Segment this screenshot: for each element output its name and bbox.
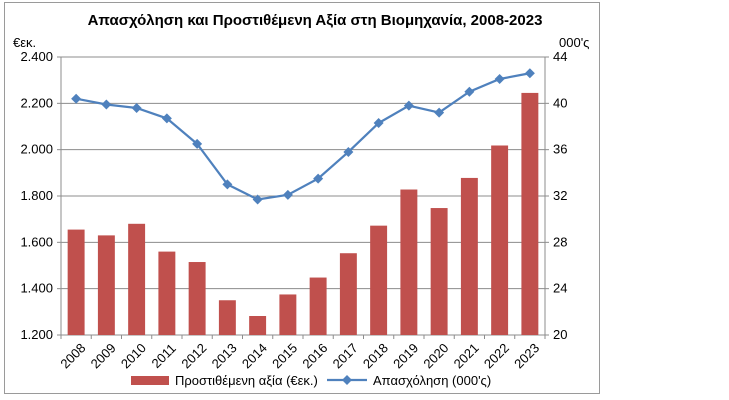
- x-axis-tick-label: 2008: [57, 340, 88, 371]
- bar: [128, 223, 146, 335]
- line-point: [524, 68, 535, 79]
- line-point: [192, 138, 203, 149]
- left-axis-tick-label: 2.200: [20, 95, 53, 110]
- x-axis-tick-label: 2017: [330, 340, 361, 371]
- bar-series: [67, 92, 539, 336]
- line-point: [494, 74, 505, 85]
- bar: [491, 145, 509, 335]
- chart-svg: Απασχόληση και Προστιθέμενη Αξία στη Βιο…: [13, 12, 589, 388]
- right-axis-unit: 000'ς: [559, 35, 589, 50]
- bar: [218, 300, 236, 335]
- right-axis-tick-label: 36: [553, 142, 567, 157]
- chart-frame: Απασχόληση και Προστιθέμενη Αξία στη Βιο…: [4, 2, 600, 394]
- left-axis-tick-label: 1.400: [20, 281, 53, 296]
- line-point: [161, 113, 172, 124]
- line-point: [403, 100, 414, 111]
- bar: [370, 225, 388, 335]
- x-axis-tick-label: 2013: [209, 340, 240, 371]
- bar: [67, 229, 85, 335]
- bar: [97, 235, 115, 335]
- bar: [339, 253, 357, 335]
- line-point: [131, 102, 142, 113]
- line-point: [252, 194, 263, 205]
- x-axis-tick-label: 2020: [420, 340, 451, 371]
- line-point: [464, 86, 475, 97]
- bar: [430, 208, 448, 335]
- x-axis-tick-label: 2019: [390, 340, 421, 371]
- bar: [249, 316, 267, 335]
- x-axis-tick-label: 2023: [511, 340, 542, 371]
- left-axis-unit: €εκ.: [13, 35, 36, 50]
- bar: [279, 294, 297, 335]
- legend-swatch-bar: [131, 376, 169, 385]
- legend-label-bar: Προστιθέμενη αξία (€εκ.): [175, 373, 318, 388]
- left-axis-tick-label: 1.800: [20, 188, 53, 203]
- line-point: [222, 179, 233, 190]
- chart-title: Απασχόληση και Προστιθέμενη Αξία στη Βιο…: [88, 12, 543, 29]
- line-point: [373, 118, 384, 129]
- x-axis-tick-label: 2014: [239, 340, 270, 371]
- bar: [158, 251, 176, 335]
- bar: [521, 92, 539, 336]
- right-axis-tick-label: 28: [553, 234, 567, 249]
- bar: [188, 262, 206, 335]
- line-point: [434, 107, 445, 118]
- x-axis-tick-label: 2021: [451, 340, 482, 371]
- right-axis-tick-label: 24: [553, 281, 567, 296]
- line-point: [101, 99, 112, 110]
- left-axis-tick-label: 2.000: [20, 142, 53, 157]
- bar: [400, 189, 418, 335]
- legend: Προστιθέμενη αξία (€εκ.) Απασχόληση (000'…: [131, 373, 491, 388]
- right-axis-tick-label: 32: [553, 188, 567, 203]
- bar: [460, 177, 478, 335]
- x-axis-tick-label: 2016: [299, 340, 330, 371]
- x-axis-tick-label: 2022: [481, 340, 512, 371]
- x-axis-tick-label: 2011: [149, 341, 179, 371]
- line-point: [343, 146, 354, 157]
- x-axis-tick-label: 2009: [88, 340, 119, 371]
- x-axis-tick-label: 2010: [118, 340, 149, 371]
- right-axis-tick-label: 40: [553, 95, 567, 110]
- x-axis-tick-label: 2018: [360, 340, 391, 371]
- legend-marker: [342, 375, 352, 385]
- employment-line: [75, 72, 531, 201]
- line-point: [313, 173, 324, 184]
- left-axis-tick-label: 1.600: [20, 234, 53, 249]
- line-series: [71, 68, 535, 205]
- x-axis-tick-label: 2012: [178, 340, 209, 371]
- legend-label-line: Απασχόληση (000'ς): [373, 373, 491, 388]
- right-axis-tick-label: 44: [553, 49, 567, 64]
- left-axis-tick-label: 2.400: [20, 49, 53, 64]
- bar: [309, 277, 327, 335]
- left-axis-tick-label: 1.200: [20, 327, 53, 342]
- line-point: [71, 93, 82, 104]
- line-point: [282, 189, 293, 200]
- x-axis-tick-label: 2015: [269, 340, 300, 371]
- right-axis-tick-label: 20: [553, 327, 567, 342]
